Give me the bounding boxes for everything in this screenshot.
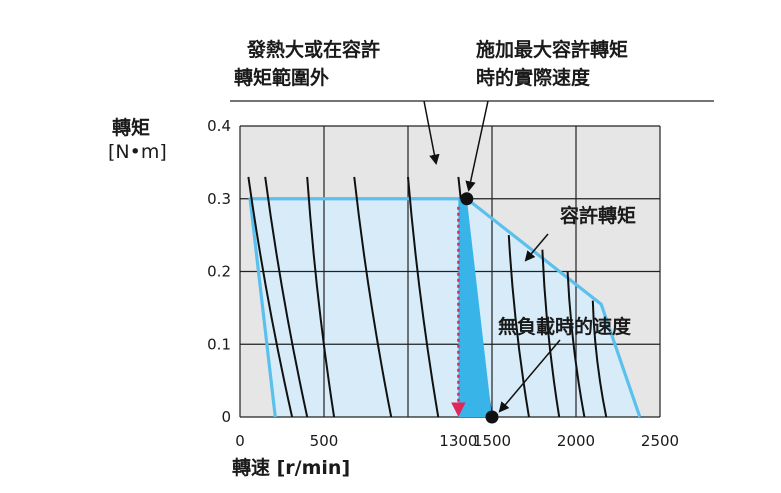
load-line-7 [541, 249, 561, 417]
annotation-outside-region-line2: 轉矩範圍外 [234, 66, 329, 89]
leader-allowable-torque [524, 233, 549, 262]
no-load-point [485, 410, 499, 424]
x-tick-label-2: 1300 [439, 432, 477, 450]
x-axis-title: 轉速 [r/min] [232, 456, 350, 479]
y-tick-label-1: 0.1 [207, 335, 231, 353]
allowable-region-fill [250, 198, 640, 417]
y-tick-label-0: 0 [221, 408, 231, 426]
x-tick-label-0: 0 [235, 432, 245, 450]
x-tick-label-1: 500 [310, 432, 339, 450]
annotation-outside-region-line1: 發熱大或在容許 [246, 38, 380, 61]
leader-no-load-speed [498, 339, 561, 413]
plot-area [239, 125, 661, 424]
load-line-9 [591, 300, 608, 417]
annotation-no-load-speed: 無負載時的速度 [498, 315, 632, 338]
leader-outside-region [423, 100, 440, 166]
y-axis-title: 轉矩 [112, 117, 150, 139]
y-tick-label-2: 0.2 [207, 263, 231, 281]
load-line-6 [507, 235, 530, 417]
load-line-8 [566, 271, 586, 417]
annotation-actual-speed-line2: 時的實際速度 [476, 66, 591, 89]
x-tick-label-4: 2000 [557, 432, 595, 450]
load-line-2 [306, 176, 336, 417]
annotation-actual-speed-line1: 施加最大容許轉矩 [476, 38, 628, 61]
y-axis-unit: [N•m] [108, 141, 167, 163]
max-torque-point [460, 192, 474, 206]
load-line-0 [247, 176, 294, 417]
acceleration-triangle [458, 198, 492, 417]
x-tick-label-3: 1500 [473, 432, 511, 450]
y-tick-label-3: 0.3 [207, 190, 231, 208]
y-tick-label-4: 0.4 [207, 117, 231, 135]
load-line-3 [353, 176, 393, 417]
leader-actual-speed [465, 100, 489, 192]
x-tick-label-5: 2500 [641, 432, 679, 450]
load-line-1 [264, 176, 309, 417]
load-line-4 [407, 176, 440, 417]
annotation-allowable-torque: 容許轉矩 [560, 204, 636, 227]
